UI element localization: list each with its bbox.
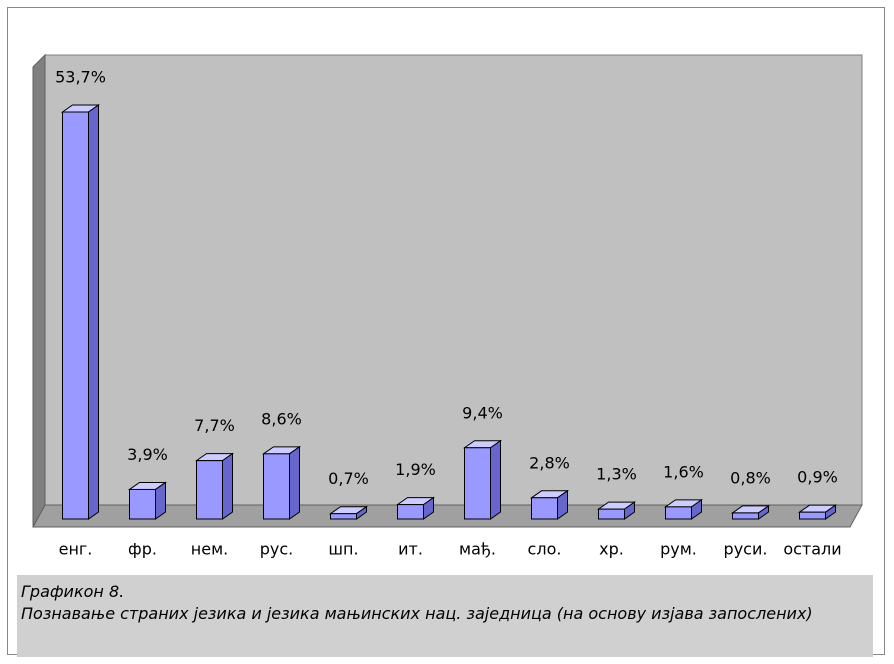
x-tick-label: ит. xyxy=(398,540,423,559)
bar xyxy=(328,505,369,520)
data-label: 1,3% xyxy=(596,465,637,484)
bar xyxy=(663,498,704,520)
x-tick-label: руси. xyxy=(724,540,768,559)
bar xyxy=(529,489,570,520)
bar-front xyxy=(196,460,223,520)
bar-front xyxy=(397,504,424,520)
bar xyxy=(596,501,637,520)
data-label: 53,7% xyxy=(55,68,106,87)
bar-side xyxy=(490,439,501,520)
back-wall xyxy=(44,54,863,506)
data-label: 3,9% xyxy=(127,445,168,464)
bar-side xyxy=(155,481,166,520)
data-label: 9,4% xyxy=(462,403,503,422)
x-tick-label: рум. xyxy=(660,540,697,559)
x-tick-label: енг. xyxy=(59,540,93,559)
data-label: 1,9% xyxy=(395,460,436,479)
data-label: 0,8% xyxy=(730,468,771,487)
data-label: 0,7% xyxy=(328,469,369,488)
data-label: 0,9% xyxy=(797,468,838,487)
x-tick-label: шп. xyxy=(328,540,358,559)
data-label: 8,6% xyxy=(261,409,302,428)
x-tick-label: рус. xyxy=(260,540,294,559)
bar-front xyxy=(263,453,290,520)
x-tick-label: фр. xyxy=(128,540,157,559)
x-tick-label: сло. xyxy=(528,540,562,559)
x-tick-label: хр. xyxy=(599,540,624,559)
bar-front xyxy=(62,111,89,520)
bar-front xyxy=(732,512,759,520)
bar xyxy=(127,481,168,520)
floor xyxy=(32,504,863,528)
data-label: 2,8% xyxy=(529,453,570,472)
bar xyxy=(395,496,436,520)
caption: Графикон 8. Познавање страних језика и ј… xyxy=(17,575,873,657)
bar xyxy=(261,445,302,520)
bar-front xyxy=(330,513,357,520)
bar xyxy=(730,504,771,520)
bar xyxy=(194,452,235,520)
data-label: 7,7% xyxy=(194,416,235,435)
bar-front xyxy=(129,488,156,520)
bar-side xyxy=(222,452,233,520)
bar-front xyxy=(665,506,692,520)
bar-front xyxy=(464,447,491,520)
bar-front xyxy=(799,511,826,520)
caption-label: Графикон 8. xyxy=(21,582,125,601)
caption-text: Познавање страних језика и језика мањинс… xyxy=(21,604,813,623)
x-tick-label: мађ. xyxy=(459,540,496,559)
bar-side xyxy=(88,104,99,520)
bar-front xyxy=(598,508,625,520)
x-tick-label: остали xyxy=(783,540,841,559)
bar xyxy=(60,104,101,520)
x-tick-label: нем. xyxy=(191,540,228,559)
bar-front xyxy=(531,497,558,520)
bar xyxy=(797,504,838,520)
bar-side xyxy=(289,445,300,520)
bar xyxy=(462,439,503,520)
side-wall xyxy=(32,53,46,528)
data-label: 1,6% xyxy=(663,462,704,481)
